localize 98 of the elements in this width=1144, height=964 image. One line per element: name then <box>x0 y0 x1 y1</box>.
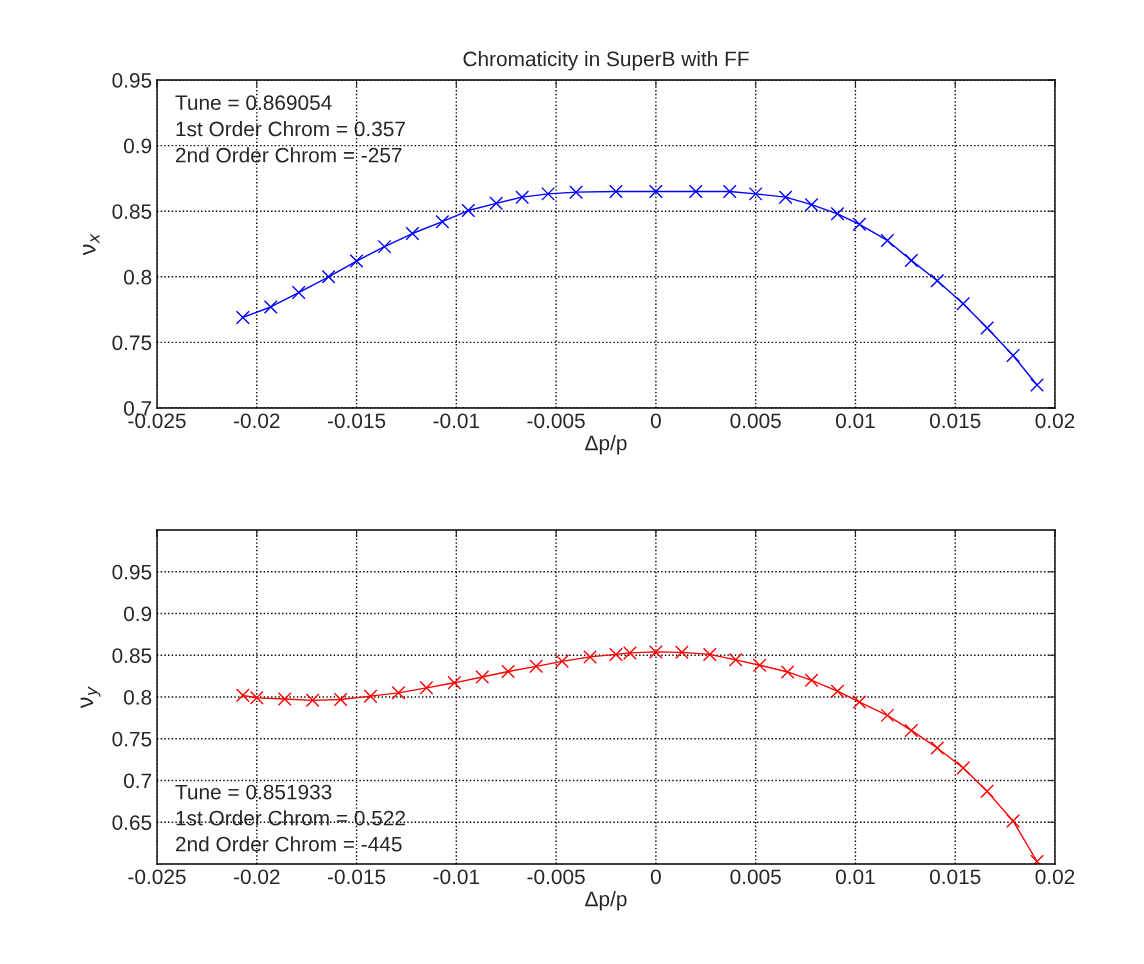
annotation: 2nd Order Chrom = -257 <box>176 147 402 163</box>
x-tick-label: 0.01 <box>835 413 875 429</box>
x-tick-label: -0.01 <box>433 869 480 885</box>
point <box>391 685 406 700</box>
point <box>904 723 919 738</box>
x-tick-label: 0.02 <box>1035 413 1075 429</box>
point <box>541 186 556 201</box>
point <box>1006 814 1021 828</box>
x-tick-label: 0.015 <box>929 869 981 885</box>
x-tick-label: -0.005 <box>527 869 585 885</box>
point <box>904 253 919 268</box>
x-tick-label: 0.01 <box>835 869 875 885</box>
point <box>569 185 584 200</box>
x-tick-label: 0 <box>650 413 661 429</box>
point <box>748 186 763 201</box>
x-axis-title: Δp/p <box>585 891 627 911</box>
y-tick-label: 0.75 <box>112 731 152 747</box>
x-tick-label: -0.02 <box>233 869 280 885</box>
x-tick-label: 0.005 <box>730 869 781 885</box>
point <box>722 184 737 199</box>
y-tick-label: 0.85 <box>112 204 152 219</box>
x-tick-label: -0.005 <box>527 413 585 429</box>
y-tick-label: 0.9 <box>123 606 152 622</box>
y-tick-label: 0.9 <box>123 138 152 154</box>
y-tick-label: 0.65 <box>112 815 152 830</box>
point <box>277 692 292 706</box>
point <box>489 196 504 211</box>
point <box>475 670 490 684</box>
chart-title: Chromaticity in SuperB with FF <box>463 51 749 71</box>
point <box>235 310 250 325</box>
point <box>728 652 743 667</box>
point <box>674 645 689 660</box>
annotation: 1st Order Chrom = 0.522 <box>176 810 405 826</box>
point <box>804 673 819 688</box>
point <box>501 664 516 679</box>
x-tick-label: 0.015 <box>929 413 981 429</box>
point <box>852 217 867 232</box>
x-tick-label: -0.015 <box>327 413 386 429</box>
annotation: 2nd Order Chrom = -445 <box>176 836 402 852</box>
x-tick-label: -0.01 <box>433 413 480 429</box>
point <box>529 659 544 674</box>
point <box>780 665 795 679</box>
point <box>752 658 767 673</box>
point <box>702 647 717 662</box>
point <box>333 692 348 707</box>
point <box>930 273 945 288</box>
point <box>363 689 378 704</box>
x-tick-label: 0.02 <box>1035 869 1075 885</box>
point <box>447 675 462 690</box>
x-tick-label: -0.025 <box>128 869 186 885</box>
y-tick-label: 0.7 <box>123 773 152 789</box>
y-tick-label: 0.95 <box>112 564 152 580</box>
point <box>956 296 971 311</box>
point <box>930 740 945 755</box>
point <box>648 184 663 199</box>
y-tick-label: 0.85 <box>112 648 152 663</box>
point <box>804 197 819 212</box>
point <box>980 784 995 799</box>
point <box>435 214 450 229</box>
point <box>880 233 895 248</box>
point <box>419 680 434 695</box>
y-tick-label: 0.8 <box>123 269 152 285</box>
point <box>880 708 895 723</box>
point <box>609 184 623 199</box>
point <box>852 695 867 709</box>
x-tick-label: -0.02 <box>233 413 280 429</box>
annotation: 1st Order Chrom = 0.357 <box>176 121 405 137</box>
point <box>778 190 793 205</box>
point <box>405 226 420 241</box>
annotation: Tune = 0.869054 <box>175 95 332 111</box>
x-tick-label: -0.015 <box>327 869 386 885</box>
point <box>1030 378 1044 392</box>
y-tick-label: 0.75 <box>112 335 152 351</box>
point <box>305 693 320 708</box>
annotation: Tune = 0.851933 <box>175 784 332 800</box>
x-tick-label: 0.005 <box>730 413 781 429</box>
point <box>830 684 845 699</box>
point <box>515 190 530 205</box>
point <box>1006 348 1021 363</box>
y-tick-label: 0.95 <box>112 73 152 88</box>
point <box>321 269 336 284</box>
y-tick-label: 0.8 <box>123 690 152 705</box>
point <box>291 285 306 300</box>
point <box>980 321 995 335</box>
point <box>583 649 597 664</box>
point <box>349 254 364 269</box>
point <box>377 239 392 254</box>
y-axis-title: ν$_{y}$ <box>80 686 101 709</box>
x-axis-title: Δp/p <box>585 435 627 455</box>
point <box>263 300 278 314</box>
point <box>461 203 476 218</box>
x-tick-label: 0 <box>650 869 661 885</box>
point <box>830 206 845 221</box>
y-axis-title: ν$_{x}$ <box>83 233 100 256</box>
point <box>555 654 570 669</box>
point <box>648 644 663 659</box>
point <box>688 184 703 199</box>
point <box>956 761 971 775</box>
